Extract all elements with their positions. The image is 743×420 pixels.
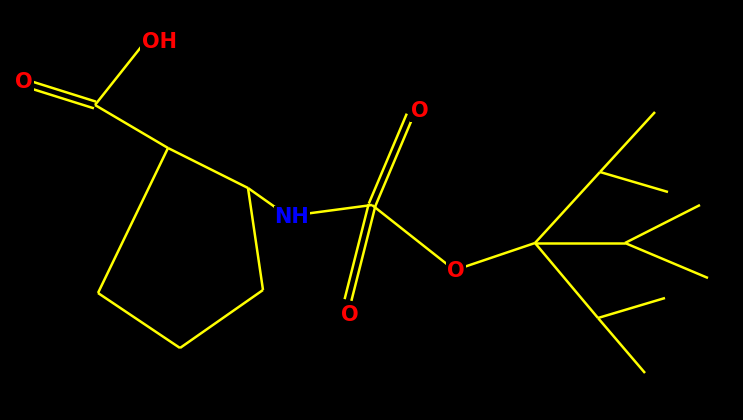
Text: OH: OH [141, 32, 177, 52]
Text: O: O [341, 305, 359, 325]
Text: NH: NH [275, 207, 309, 227]
Text: O: O [15, 72, 33, 92]
Text: O: O [447, 261, 465, 281]
Text: O: O [411, 101, 429, 121]
